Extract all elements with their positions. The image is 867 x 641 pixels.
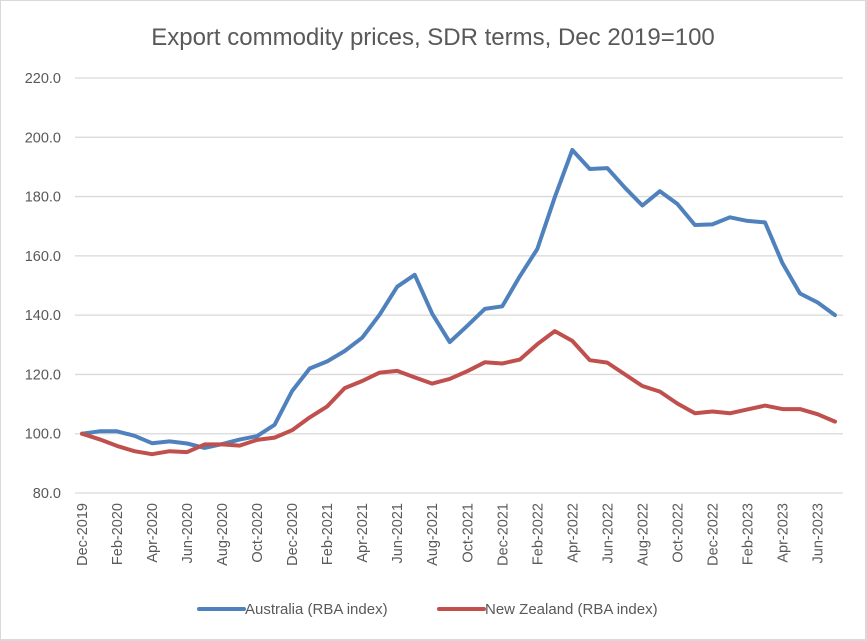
legend-label-australia: Australia (RBA index) (245, 601, 388, 618)
x-tick-label: Apr-2020 (145, 503, 161, 563)
y-tick-label: 180.0 (25, 190, 61, 206)
x-tick-label: Dec-2020 (285, 503, 301, 566)
x-tick-label: Aug-2020 (215, 503, 231, 566)
series-line-new-zealand (80, 329, 837, 457)
x-tick-label: Jun-2021 (390, 503, 406, 563)
legend-label-new-zealand: New Zealand (RBA index) (485, 601, 658, 618)
legend: Australia (RBA index) New Zealand (RBA i… (197, 601, 658, 618)
x-tick-label: Oct-2020 (250, 503, 266, 563)
x-tick-label: Oct-2021 (460, 503, 476, 563)
x-tick-label: Feb-2021 (320, 503, 336, 565)
x-tick-label: Jun-2022 (600, 503, 616, 563)
x-tick-label: Aug-2022 (635, 503, 651, 566)
x-tick-label: Jun-2020 (180, 503, 196, 563)
x-tick-label: Feb-2022 (530, 503, 546, 565)
x-tick-label: Aug-2021 (425, 503, 441, 566)
y-tick-label: 160.0 (25, 249, 61, 265)
y-tick-label: 120.0 (25, 367, 61, 383)
y-tick-label: 220.0 (25, 71, 61, 87)
x-tick-label: Jun-2023 (810, 503, 826, 563)
series-line-australia (80, 148, 837, 450)
y-tick-label: 100.0 (25, 427, 61, 443)
y-tick-label: 80.0 (33, 486, 61, 502)
x-tick-label: Dec-2022 (705, 503, 721, 566)
x-tick-label: Dec-2021 (495, 503, 511, 566)
gridlines (75, 77, 843, 494)
series-lines (80, 148, 837, 457)
x-tick-label: Dec-2019 (75, 503, 91, 566)
y-tick-label: 200.0 (25, 130, 61, 146)
y-axis: 80.0 100.0 120.0 140.0 160.0 180.0 200.0 220.0 (25, 71, 61, 502)
x-tick-label: Apr-2023 (775, 503, 791, 563)
x-axis: Dec-2019 Feb-2020 Apr-2020 Jun-2020 Aug-2020… (75, 503, 826, 566)
chart-title: Export commodity prices, SDR terms, Dec … (151, 24, 715, 51)
x-tick-label: Oct-2022 (670, 503, 686, 563)
x-tick-label: Feb-2020 (110, 503, 126, 565)
x-tick-label: Apr-2022 (565, 503, 581, 563)
x-tick-label: Feb-2023 (740, 503, 756, 565)
y-tick-label: 140.0 (25, 308, 61, 324)
x-tick-label: Apr-2021 (355, 503, 371, 563)
